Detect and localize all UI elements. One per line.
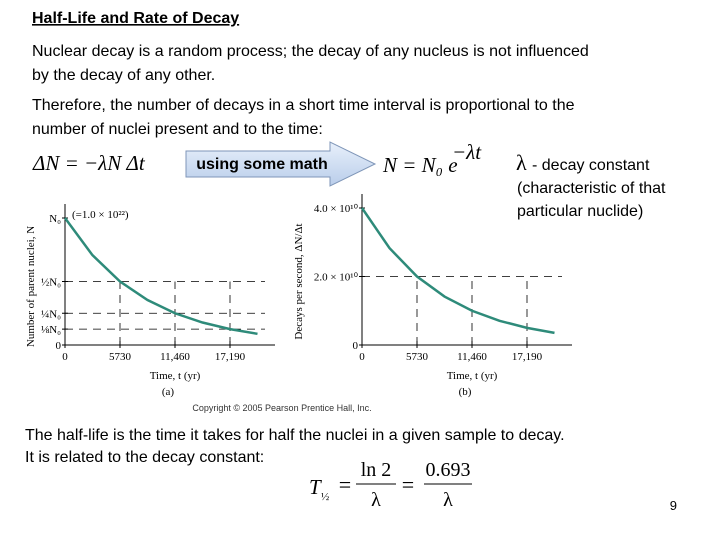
x-axis-label: Time, t (yr) xyxy=(150,370,201,382)
x-tick-label: 17,190 xyxy=(215,351,246,363)
decay-curve xyxy=(360,207,555,335)
formula-text: 0.693 xyxy=(426,459,471,481)
y-tick-label: 4.0 × 10¹⁰ xyxy=(314,203,359,215)
x-tick-label: 11,460 xyxy=(457,351,487,363)
formula-text: λ xyxy=(443,489,453,511)
y-tick-label: 0 xyxy=(353,340,359,352)
chart-caption: (b) xyxy=(459,386,472,398)
lambda-symbol: λ xyxy=(516,150,527,175)
paragraph-line: by the decay of any other. xyxy=(32,67,215,84)
formula-text: T xyxy=(309,475,322,499)
lambda-note: particular nuclide) xyxy=(517,203,643,220)
x-tick-label: 5730 xyxy=(109,351,132,363)
page-number: 9 xyxy=(670,498,677,513)
x-tick-label: 17,190 xyxy=(512,351,543,363)
arrow-label: using some math xyxy=(196,156,328,173)
copyright: Copyright © 2005 Pearson Prentice Hall, … xyxy=(192,403,371,413)
formula-text: ½ xyxy=(321,491,329,503)
x-tick-label: 0 xyxy=(62,351,68,363)
x-tick-label: 0 xyxy=(359,351,365,363)
y-axis-label: Decays per second, ΔN/Δt xyxy=(293,223,305,339)
paragraph-line: number of nuclei present and to the time… xyxy=(32,121,323,138)
x-tick-label: 5730 xyxy=(406,351,429,363)
y-tick-label: N₀ xyxy=(49,213,61,225)
x-axis-label: Time, t (yr) xyxy=(447,370,498,382)
lambda-note: (characteristic of that xyxy=(517,180,666,197)
decay-curve xyxy=(63,217,258,336)
formula-text: λ xyxy=(371,489,381,511)
y-tick-label: 0 xyxy=(56,340,62,352)
equation: ΔN = −λN Δt xyxy=(32,151,146,175)
half-life-line: It is related to the decay constant: xyxy=(25,449,264,466)
equation: N = N₀ e xyxy=(382,153,458,177)
y-tick-label: 2.0 × 10¹⁰ xyxy=(314,272,359,284)
half-life-line: The half-life is the time it takes for h… xyxy=(25,427,565,444)
equation-exponent: −λt xyxy=(452,140,482,164)
title: Half-Life and Rate of Decay xyxy=(32,10,239,27)
chart-caption: (a) xyxy=(162,386,175,398)
paragraph-line: Nuclear decay is a random process; the d… xyxy=(32,43,589,60)
y-tick-label: ⅛N₀ xyxy=(41,324,61,336)
half-life-formula: T ½ = ln 2 λ = 0.693 λ xyxy=(309,459,472,511)
charts: 0 ⅛N₀ ¼N₀ ½N₀ N₀ 0 5730 11,460 17,190 Number of p… xyxy=(25,194,572,398)
lambda-note: - decay constant xyxy=(532,157,650,174)
y-tick-label: ¼N₀ xyxy=(41,308,61,320)
paragraph-line: Therefore, the number of decays in a sho… xyxy=(32,97,575,114)
formula-text: ln 2 xyxy=(361,459,392,481)
formula-text: = xyxy=(339,472,351,497)
y-axis-label: Number of parent nuclei, N xyxy=(25,226,37,347)
arrow xyxy=(185,141,377,187)
annotation: (=1.0 × 10²²) xyxy=(72,209,129,221)
y-tick-label: ½N₀ xyxy=(41,277,61,289)
x-tick-label: 11,460 xyxy=(160,351,190,363)
formula-text: = xyxy=(402,472,414,497)
